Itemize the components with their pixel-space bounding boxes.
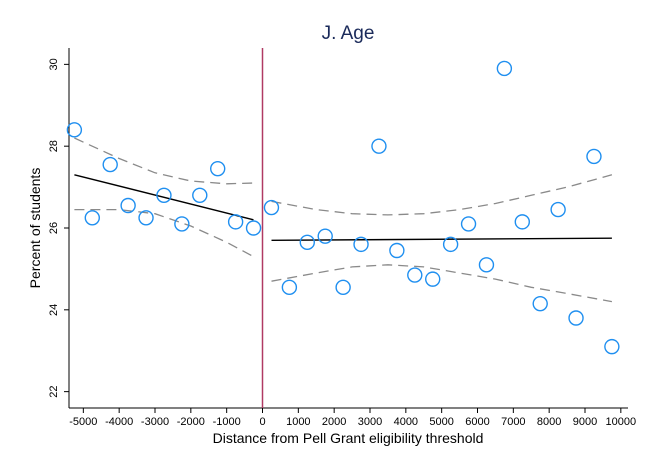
data-point — [245, 220, 262, 236]
x-tick-label: 5000 — [429, 416, 453, 428]
x-tick-label: -1000 — [213, 416, 241, 428]
data-point — [604, 338, 620, 355]
x-tick-label: 1000 — [286, 416, 310, 428]
data-point — [568, 310, 584, 326]
data-point — [263, 199, 280, 216]
x-tick-label: 3000 — [358, 416, 382, 428]
data-point — [442, 236, 459, 253]
x-tick-label: 4000 — [394, 416, 418, 428]
x-tick-label: 8000 — [537, 416, 561, 428]
data-point — [460, 216, 477, 232]
data-point — [371, 138, 387, 154]
x-tick-label: 2000 — [322, 416, 346, 428]
ci-lower-left-line — [74, 208, 254, 258]
data-point — [335, 279, 351, 296]
y-tick-label: 22 — [48, 386, 60, 398]
data-point — [227, 214, 244, 230]
data-point — [389, 242, 405, 259]
plot-area: -5000 -4000 -3000 -2000 -1000 0 1000 2000 3000 40… — [48, 48, 636, 428]
data-point — [66, 122, 83, 138]
x-tick-label: 7000 — [501, 416, 525, 428]
data-point — [138, 210, 154, 226]
data-point — [425, 271, 441, 287]
chart-title: J. Age — [322, 23, 375, 44]
data-point — [84, 210, 100, 226]
data-point — [156, 187, 172, 203]
data-point — [120, 197, 136, 214]
data-point — [478, 257, 495, 273]
data-point — [586, 148, 602, 165]
fit-left-line — [74, 174, 254, 221]
data-point — [496, 60, 513, 77]
ci-upper-right-line — [271, 174, 613, 216]
fit-right-line — [271, 237, 612, 241]
y-tick-label: 26 — [48, 222, 60, 234]
y-tick-label: 30 — [48, 58, 60, 70]
y-axis-title: Percent of students — [27, 168, 43, 289]
ci-upper-left-line — [74, 137, 254, 185]
x-axis-title: Distance from Pell Grant eligibility thr… — [213, 430, 484, 446]
data-point — [210, 160, 226, 177]
x-tick-label: 10000 — [606, 416, 637, 428]
data-point — [281, 279, 298, 296]
data-point — [550, 201, 566, 218]
data-point — [514, 214, 530, 230]
data-point — [192, 187, 208, 203]
data-point — [299, 234, 315, 251]
y-tick-label: 24 — [48, 304, 60, 316]
x-tick-label: 9000 — [573, 416, 597, 428]
y-tick-label: 28 — [48, 140, 60, 152]
x-tick-label: 6000 — [465, 416, 489, 428]
data-point — [317, 228, 333, 244]
x-tick-label: 0 — [259, 416, 265, 428]
ci-lower-right-line — [271, 264, 613, 303]
x-tick-label: -4000 — [105, 416, 133, 428]
x-tick-label: -3000 — [141, 416, 169, 428]
data-point — [353, 236, 369, 253]
data-point — [407, 267, 423, 283]
data-point — [532, 295, 548, 312]
x-tick-label: -2000 — [177, 416, 205, 428]
data-point — [174, 216, 190, 232]
x-tick-label: -5000 — [69, 416, 97, 428]
data-point — [102, 156, 118, 173]
